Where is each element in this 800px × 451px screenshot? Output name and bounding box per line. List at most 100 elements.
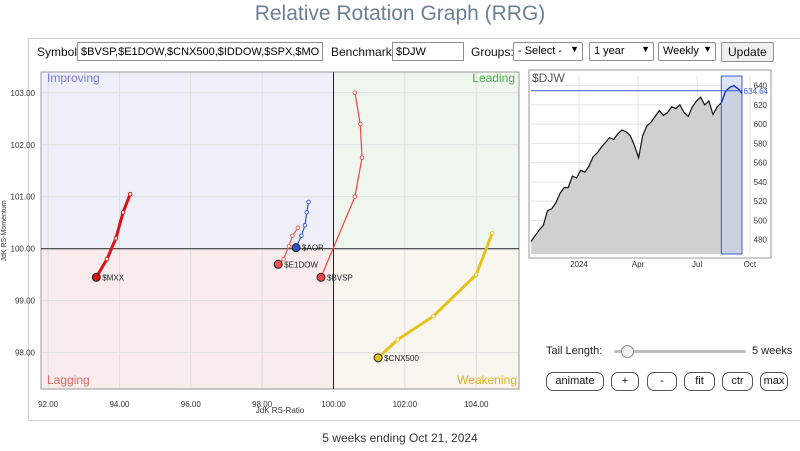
benchmark-y-tick: 640 [754,82,768,91]
quadrant-label-improving: Improving [47,71,100,85]
benchmark-y-tick: 540 [754,178,768,187]
benchmark-y-tick: 480 [754,236,768,245]
tail-label: $BVSP [327,273,353,282]
symbols-input[interactable] [77,42,323,61]
tail-length-slider-track[interactable] [614,350,746,353]
center-button[interactable]: ctr [722,372,753,391]
chevron-down-icon: ▼ [641,44,650,54]
tail-head-point[interactable] [273,259,283,269]
benchmark-y-tick: 560 [754,159,768,168]
tail-point [281,256,286,262]
quadrant-label-lagging: Lagging [47,373,90,387]
quadrant-improving [41,72,334,249]
benchmark-chart-title: $DJW [532,71,565,85]
tail-point [286,243,292,249]
tail-point [120,210,126,215]
quadrant-label-weakening: Weakening [457,373,517,387]
tail-point [304,210,310,215]
x-tick-label: 96.00 [181,400,202,409]
groups-label: Groups: [471,45,514,59]
rrg-quadrants [41,72,519,389]
animate-button[interactable]: animate [546,372,604,391]
tail-point [359,155,365,160]
tail-cnx500[interactable]: $CNX500 [373,230,495,363]
benchmark-input[interactable] [392,42,464,61]
rrg-tails: $MXX $E1DOW $AOR $BVSP $CNX500 [91,90,495,363]
interval-select[interactable]: Weekly ▼ [658,42,716,61]
tail-point [295,225,301,231]
benchmark-y-tick: 580 [754,139,768,148]
tail-label: $AOR [302,244,324,253]
tail-mxx[interactable]: $MXX [91,191,133,282]
tail-bvsp[interactable]: $BVSP [316,90,365,282]
quadrant-weakening [333,248,519,389]
tail-point [302,223,308,228]
quadrant-lagging [41,248,334,389]
footer-caption: 5 weeks ending Oct 21, 2024 [322,431,478,445]
tail-point [489,230,495,236]
toolbar: Symbols: Benchmark: Groups: - Select -▼ … [29,42,800,62]
tail-length-slider-thumb[interactable] [621,345,635,358]
benchmark-label: Benchmark: [331,45,396,59]
y-tick-label: 101.00 [11,193,36,202]
y-tick-label: 102.00 [11,141,36,150]
quadrant-leading [333,72,519,249]
period-select[interactable]: 1 year ▼ [589,42,654,61]
benchmark-y-ticks: 640 620 600 580 560 540 520 500 480 [754,82,768,245]
benchmark-y-tick: 600 [754,120,768,129]
benchmark-area [531,85,742,254]
tail-point [290,233,295,238]
tail-point [127,191,133,197]
zoom-out-button[interactable]: - [647,372,677,391]
tail-point [473,272,479,277]
rrg-panel: Symbols: Benchmark: Groups: - Select -▼ … [1,38,800,421]
benchmark-x-label: Jul [692,260,702,269]
rrg-x-ticks: 92.00 94.00 96.00 98.00 100.00 102.00 104.00 [38,400,489,409]
benchmark-y-tick: 520 [754,197,768,206]
rrg-plot-border [40,71,520,390]
benchmark-highlight-window [720,75,743,255]
groups-select[interactable]: - Select - ▼ [513,42,583,61]
period-select-value: 1 year [594,45,625,57]
page-title: Relative Rotation Graph (RRG) [254,2,546,25]
interval-select-value: Weekly [663,45,699,57]
rrg-y-ticks: 103.00 102.00 101.00 100.00 99.00 98.00 [11,89,36,358]
chevron-down-icon: ▼ [703,44,712,54]
tail-point [306,199,311,205]
tail-head-point[interactable] [373,353,383,363]
tail-point [358,121,363,127]
tail-point [104,256,110,262]
x-tick-label: 104.00 [464,400,489,409]
fit-button[interactable]: fit [684,372,715,391]
groups-select-value: - Select - [518,45,563,57]
tail-point [113,236,119,241]
quadrant-label-leading: Leading [472,71,515,85]
tail-aor[interactable]: $AOR [291,199,324,253]
tail-length-label: Tail Length: [546,345,603,357]
benchmark-y-tick: 500 [754,216,768,225]
tail-head-point[interactable] [291,243,301,253]
max-button[interactable]: max [760,372,788,391]
x-tick-label: 92.00 [38,400,59,409]
tail-label: $CNX500 [384,354,419,363]
tail-point [299,233,304,238]
tail-point [352,90,358,96]
tail-point [352,194,358,199]
benchmark-x-label: 2024 [570,260,588,269]
tail-label: $E1DOW [284,260,318,269]
x-tick-label: 98.00 [252,400,273,409]
benchmark-highlight-line [720,84,743,104]
tail-head-point[interactable] [316,272,326,282]
tail-length-value: 5 weeks [752,345,793,357]
tail-head-point[interactable] [91,272,101,282]
benchmark-x-label: Apr [632,260,645,269]
y-tick-label: 98.00 [15,349,36,358]
benchmark-x-label: Oct [744,260,757,269]
y-tick-label: 103.00 [11,89,36,98]
update-button[interactable]: Update [721,42,774,62]
zoom-in-button[interactable]: + [611,372,639,391]
symbols-label: Symbols: [37,45,87,59]
x-axis-label: JdK RS-Ratio [256,406,305,415]
tail-e1dow[interactable]: $E1DOW [273,225,318,269]
